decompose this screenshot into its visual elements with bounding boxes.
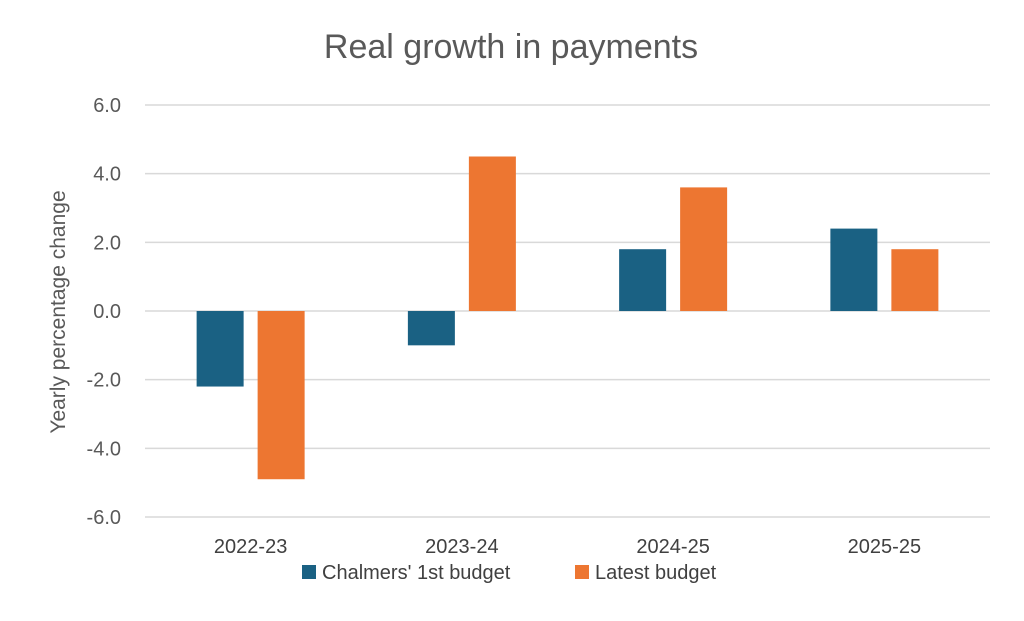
bar-chalmers-1st-budget (196, 311, 244, 387)
x-tick-label: 2025-25 (848, 536, 921, 558)
y-tick-label: -6.0 (87, 507, 121, 529)
x-tick-labels: 2022-23 2023-24 2024-25 2025-25 (214, 536, 921, 558)
x-tick-label: 2023-24 (425, 536, 498, 558)
x-tick-label: 2024-25 (636, 536, 709, 558)
y-tick-label: 2.0 (93, 232, 121, 254)
y-axis-label: Yearly percentage change (47, 190, 70, 433)
bar-latest-budget (468, 156, 516, 311)
legend-swatch (575, 565, 589, 579)
y-tick-label: -2.0 (87, 370, 121, 392)
x-tick-label: 2022-23 (214, 536, 287, 558)
legend: Chalmers' 1st budget Latest budget (302, 562, 717, 584)
y-tick-label: 4.0 (93, 164, 121, 186)
chart-title: Real growth in payments (324, 28, 698, 66)
bars (196, 156, 939, 480)
bar-latest-budget (257, 311, 305, 480)
y-tick-label: -4.0 (87, 438, 121, 460)
bar-chalmers-1st-budget (619, 249, 667, 311)
legend-label: Latest budget (595, 562, 717, 584)
legend-label: Chalmers' 1st budget (322, 562, 511, 584)
legend-swatch (302, 565, 316, 579)
bar-chalmers-1st-budget (407, 311, 455, 346)
bar-chalmers-1st-budget (830, 228, 878, 311)
y-tick-label: 6.0 (93, 95, 121, 117)
y-tick-label: 0.0 (93, 301, 121, 323)
bar-latest-budget (891, 249, 939, 311)
y-tick-labels: 6.0 4.0 2.0 0.0 -2.0 -4.0 -6.0 (87, 95, 121, 529)
bar-latest-budget (680, 187, 728, 311)
